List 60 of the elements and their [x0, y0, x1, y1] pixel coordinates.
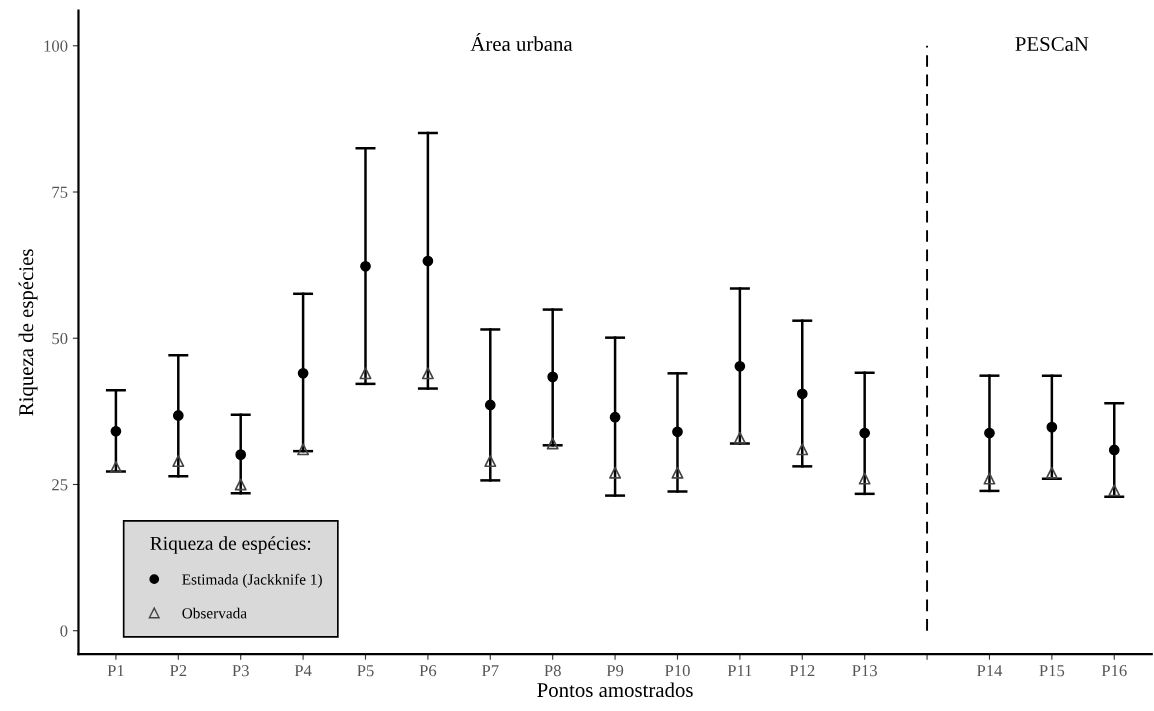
x-tick-label: P5 — [357, 665, 374, 677]
point — [109, 460, 122, 473]
x-axis-title: Pontos amostrados — [537, 682, 693, 698]
point — [547, 371, 559, 383]
point — [1045, 466, 1058, 479]
x-tick-label: P16 — [1101, 665, 1127, 677]
x-tick-label: P15 — [1039, 665, 1065, 677]
legend-label: Estimada (Jackknife 1) — [182, 573, 322, 588]
legend-label: Observada — [182, 607, 247, 619]
y-tick-label: 0 — [60, 625, 68, 637]
point — [297, 367, 309, 379]
point — [360, 260, 371, 272]
x-tick-label: P4 — [294, 665, 312, 677]
point — [484, 399, 496, 411]
annotation: PESCaN — [1015, 36, 1089, 51]
point — [359, 367, 372, 380]
point — [733, 431, 746, 444]
point — [796, 443, 809, 456]
point — [1108, 484, 1121, 497]
point — [484, 455, 497, 468]
y-axis-title: Riqueza de espécies — [18, 249, 38, 416]
point — [422, 255, 434, 267]
point — [172, 410, 184, 421]
legend-title: Riqueza de espécies: — [150, 536, 311, 554]
x-tick-label: P10 — [664, 665, 690, 677]
x-tick-label: P2 — [169, 665, 187, 677]
x-tick-label: P7 — [481, 665, 499, 677]
y-tick-label: 50 — [52, 332, 68, 345]
y-tick-label: 25 — [52, 479, 68, 491]
point — [546, 437, 559, 450]
point — [609, 466, 622, 479]
x-tick-label: P1 — [107, 665, 124, 677]
point — [734, 360, 746, 372]
annotation: Área urbana — [470, 32, 573, 51]
x-tick-label: P11 — [727, 665, 752, 677]
point — [421, 367, 434, 380]
x-tick-label: P9 — [606, 665, 624, 677]
point — [1046, 421, 1058, 433]
point — [796, 388, 808, 400]
x-tick-label: P8 — [544, 665, 561, 677]
y-tick-label: 75 — [52, 186, 68, 198]
point — [110, 425, 122, 437]
y-tick-label: 100 — [44, 40, 68, 52]
x-tick-label: P12 — [789, 665, 815, 677]
x-tick-label: P14 — [976, 665, 1003, 677]
point — [671, 466, 684, 479]
x-tick-label: P13 — [852, 665, 877, 677]
point — [858, 472, 871, 485]
point — [609, 411, 621, 423]
point — [1108, 444, 1120, 456]
point — [297, 443, 310, 456]
point — [859, 427, 871, 439]
point — [984, 427, 995, 439]
x-tick-label: P3 — [232, 665, 249, 677]
point — [235, 449, 247, 461]
point — [983, 472, 996, 485]
point — [172, 455, 185, 468]
x-tick-label: P6 — [419, 665, 437, 677]
point — [234, 478, 247, 491]
point — [672, 426, 683, 438]
